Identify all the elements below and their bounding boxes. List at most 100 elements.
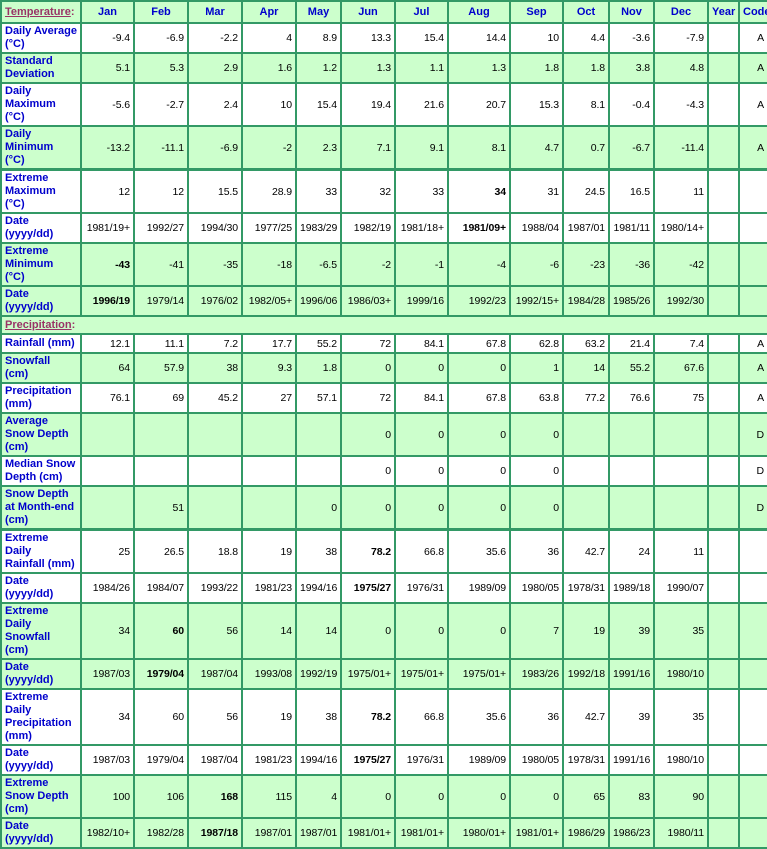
- table-row: Date (yyyy/dd) 1981/19+ 1992/27 1994/30 1977…: [0, 212, 767, 244]
- value-cell: 45.2: [187, 382, 243, 414]
- value-cell: 0: [340, 412, 396, 457]
- value-cell: 2.9: [187, 52, 243, 84]
- value-cell: 1: [509, 352, 564, 384]
- value-cell: 18.8: [187, 528, 243, 574]
- value-cell: 14: [241, 602, 297, 660]
- value-cell: 1984/26: [80, 572, 135, 604]
- year-cell: [707, 352, 740, 384]
- temperature-section-link[interactable]: Temperature: [5, 6, 71, 18]
- value-cell: [241, 412, 297, 457]
- row-label: Date (yyyy/dd): [0, 658, 82, 690]
- table-row: Snow Depth at Month-end (cm) 51 0 0 0 0 0 D: [0, 485, 767, 531]
- value-cell: 27: [241, 382, 297, 414]
- value-cell: 0: [447, 412, 511, 457]
- value-cell: 5.1: [80, 52, 135, 84]
- value-cell: 33: [394, 168, 449, 214]
- value-cell: 78.2: [340, 528, 396, 574]
- value-cell: 1981/18+: [394, 212, 449, 244]
- precipitation-section-link[interactable]: Precipitation: [5, 319, 72, 331]
- year-cell: [707, 242, 740, 287]
- column-header-may: May: [295, 0, 342, 24]
- value-cell: 1994/30: [187, 212, 243, 244]
- column-header-jul: Jul: [394, 0, 449, 24]
- value-cell: 51: [133, 485, 189, 531]
- value-cell: 4.4: [562, 22, 610, 54]
- value-cell: 1982/19: [340, 212, 396, 244]
- precipitation-section-header-cell: Precipitation:: [0, 315, 767, 335]
- value-cell: -4.3: [653, 82, 709, 127]
- value-cell: 0: [447, 455, 511, 487]
- value-cell: 1976/31: [394, 744, 449, 776]
- temperature-section-header-cell: Temperature:: [0, 0, 82, 24]
- table-row: Snowfall (cm) 64 57.9 38 9.3 1.8 0 0 0 1 14 55.2 67.…: [0, 352, 767, 384]
- value-cell: 2.4: [187, 82, 243, 127]
- value-cell: 38: [295, 528, 342, 574]
- row-label: Date (yyyy/dd): [0, 572, 82, 604]
- value-cell: 1980/05: [509, 572, 564, 604]
- value-cell: 26.5: [133, 528, 189, 574]
- value-cell: 11: [653, 528, 709, 574]
- temperature-section-colon: :: [70, 6, 75, 18]
- value-cell: -1: [394, 242, 449, 287]
- value-cell: -7.9: [653, 22, 709, 54]
- value-cell: 1990/07: [653, 572, 709, 604]
- value-cell: 115: [241, 774, 297, 819]
- value-cell: [653, 455, 709, 487]
- value-cell: 83: [608, 774, 655, 819]
- value-cell: 78.2: [340, 688, 396, 746]
- row-label: Extreme Minimum (°C): [0, 242, 82, 287]
- value-cell: 1989/18: [608, 572, 655, 604]
- value-cell: 67.6: [653, 352, 709, 384]
- value-cell: 1977/25: [241, 212, 297, 244]
- value-cell: 1980/10: [653, 744, 709, 776]
- row-label: Daily Average (°C): [0, 22, 82, 54]
- value-cell: 38: [295, 688, 342, 746]
- value-cell: 65: [562, 774, 610, 819]
- value-cell: 1981/23: [241, 744, 297, 776]
- value-cell: 67.8: [447, 382, 511, 414]
- table-row: Extreme Maximum (°C) 12 12 15.5 28.9 33 32 33 34…: [0, 168, 767, 214]
- value-cell: 9.1: [394, 125, 449, 171]
- value-cell: [80, 412, 135, 457]
- value-cell: 1.8: [295, 352, 342, 384]
- value-cell: 0: [340, 352, 396, 384]
- value-cell: 1981/01+: [340, 817, 396, 849]
- precipitation-section-colon: :: [71, 319, 76, 331]
- value-cell: 56: [187, 602, 243, 660]
- year-cell: [707, 168, 740, 214]
- value-cell: 100: [80, 774, 135, 819]
- value-cell: 1978/31: [562, 572, 610, 604]
- value-cell: 35: [653, 602, 709, 660]
- code-cell: [738, 602, 767, 660]
- value-cell: 35.6: [447, 528, 511, 574]
- value-cell: 1979/14: [133, 285, 189, 317]
- code-cell: A: [738, 22, 767, 54]
- value-cell: 24.5: [562, 168, 610, 214]
- year-cell: [707, 817, 740, 849]
- value-cell: 1983/26: [509, 658, 564, 690]
- value-cell: 1992/15+: [509, 285, 564, 317]
- value-cell: 5.3: [133, 52, 189, 84]
- column-header-mar: Mar: [187, 0, 243, 24]
- value-cell: 1987/01: [562, 212, 610, 244]
- value-cell: -11.1: [133, 125, 189, 171]
- value-cell: 42.7: [562, 688, 610, 746]
- year-cell: [707, 412, 740, 457]
- value-cell: 35: [653, 688, 709, 746]
- value-cell: 1991/16: [608, 658, 655, 690]
- value-cell: 1.6: [241, 52, 297, 84]
- value-cell: [608, 485, 655, 531]
- code-cell: [738, 168, 767, 214]
- year-cell: [707, 125, 740, 171]
- column-header-feb: Feb: [133, 0, 189, 24]
- value-cell: 19: [241, 528, 297, 574]
- value-cell: -13.2: [80, 125, 135, 171]
- value-cell: -11.4: [653, 125, 709, 171]
- code-cell: [738, 817, 767, 849]
- value-cell: [187, 485, 243, 531]
- value-cell: 15.4: [394, 22, 449, 54]
- value-cell: 1976/31: [394, 572, 449, 604]
- value-cell: 1983/29: [295, 212, 342, 244]
- value-cell: 1981/19+: [80, 212, 135, 244]
